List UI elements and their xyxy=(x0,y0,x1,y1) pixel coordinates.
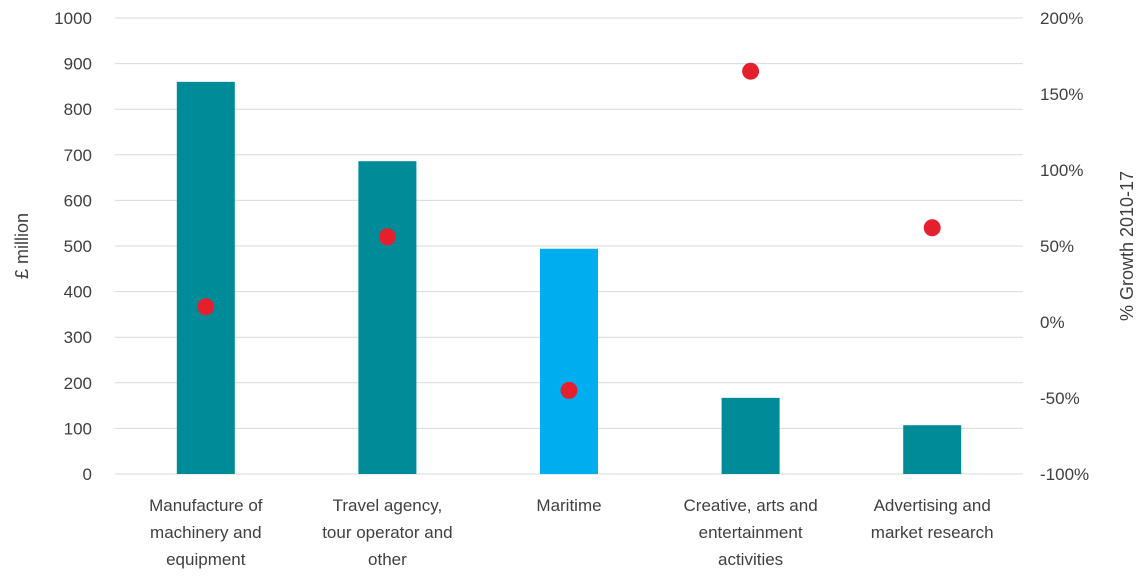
category-label: market research xyxy=(871,523,994,542)
category-label: Travel agency, xyxy=(333,496,443,515)
right-tick-label: 150% xyxy=(1040,85,1083,104)
category-label: Manufacture of xyxy=(149,496,263,515)
left-tick-label: 500 xyxy=(64,237,92,256)
right-tick-label: 200% xyxy=(1040,9,1083,28)
category-label: activities xyxy=(718,550,783,569)
category-labels: Manufacture of machinery and equipment Trav… xyxy=(149,496,994,569)
y-axis-title: £ million xyxy=(12,213,32,279)
left-tick-label: 200 xyxy=(64,374,92,393)
category-label: other xyxy=(368,550,407,569)
y2-axis-title: % Growth 2010-17 xyxy=(1117,171,1137,321)
bar xyxy=(358,161,417,474)
category-label: tour operator and xyxy=(322,523,452,542)
bar xyxy=(540,248,598,474)
growth-point xyxy=(378,228,396,246)
right-tick-label: 0% xyxy=(1040,313,1065,332)
left-tick-label: 600 xyxy=(64,191,92,210)
bar xyxy=(721,397,780,474)
category-label: entertainment xyxy=(699,523,803,542)
left-tick-label: 400 xyxy=(64,283,92,302)
bars xyxy=(176,81,962,474)
category-label: Advertising and xyxy=(874,496,991,515)
bar xyxy=(903,425,962,474)
left-tick-label: 300 xyxy=(64,328,92,347)
right-tick-label: -50% xyxy=(1040,389,1080,408)
right-axis-ticks: -100% -50% 0% 50% 100% 150% 200% xyxy=(1040,9,1089,484)
left-tick-label: 900 xyxy=(64,55,92,74)
category-label: Maritime xyxy=(536,496,601,515)
growth-point xyxy=(923,219,941,237)
left-tick-label: 800 xyxy=(64,100,92,119)
growth-points xyxy=(197,62,941,399)
bar xyxy=(176,81,235,474)
category-label: equipment xyxy=(166,550,246,569)
growth-point xyxy=(197,298,215,316)
left-tick-label: 0 xyxy=(83,465,92,484)
growth-point xyxy=(560,381,578,399)
right-tick-label: -100% xyxy=(1040,465,1089,484)
left-tick-label: 700 xyxy=(64,146,92,165)
left-tick-label: 1000 xyxy=(54,9,92,28)
category-label: Creative, arts and xyxy=(684,496,818,515)
left-tick-label: 100 xyxy=(64,419,92,438)
category-label: machinery and xyxy=(150,523,262,542)
right-tick-label: 50% xyxy=(1040,237,1074,256)
right-tick-label: 100% xyxy=(1040,161,1083,180)
growth-point xyxy=(742,62,760,80)
left-axis-ticks: 0 100 200 300 400 500 600 700 800 900 1000 xyxy=(54,9,92,484)
